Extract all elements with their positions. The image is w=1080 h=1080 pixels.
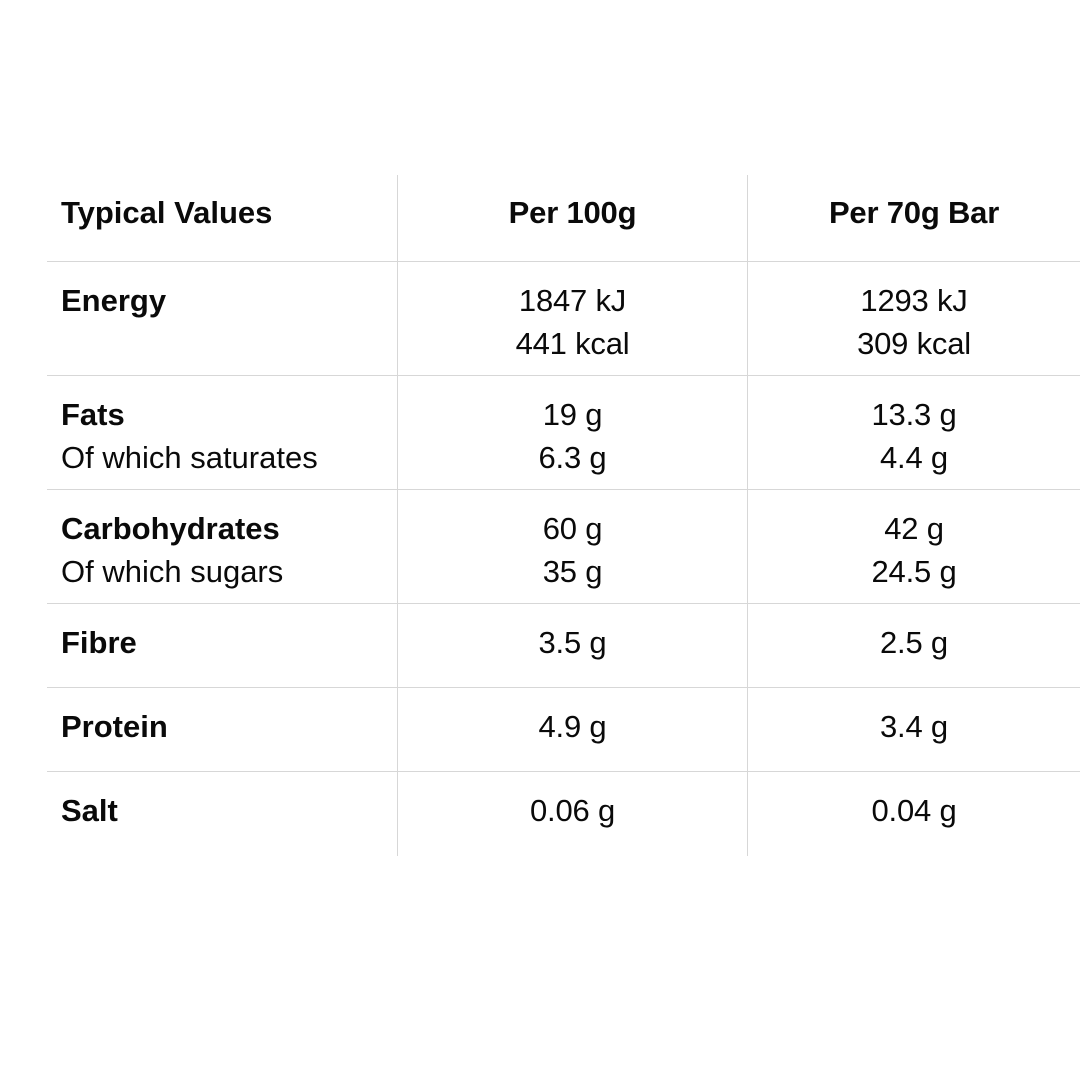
header-per-100g: Per 100g	[397, 175, 747, 262]
per-bar-cell: 3.4 g	[747, 688, 1080, 772]
nutrient-cell: Energy	[47, 262, 397, 376]
nutrient-subname: Of which sugars	[61, 554, 284, 589]
value-line: 60 g	[542, 511, 603, 546]
per-100g-cell: 19 g 6.3 g	[397, 376, 747, 490]
value-line: 3.4 g	[880, 709, 948, 744]
value-line: 3.5 g	[538, 625, 607, 660]
nutrient-name: Salt	[61, 793, 118, 828]
nutrient-name: Carbohydrates	[61, 511, 280, 546]
per-bar-cell: 1293 kJ 309 kcal	[747, 262, 1080, 376]
nutrition-table: Typical Values Per 100g Per 70g Bar Ener…	[47, 175, 1080, 856]
nutrient-cell: Fats Of which saturates	[47, 376, 397, 490]
value-line: 35 g	[542, 554, 603, 589]
value-line: 4.4 g	[880, 440, 948, 475]
value-line: 19 g	[542, 397, 603, 432]
value-line: 1293 kJ	[860, 283, 968, 318]
value-line: 309 kcal	[857, 326, 971, 361]
header-typical-values: Typical Values	[47, 175, 397, 262]
value-line: 24.5 g	[871, 554, 957, 589]
per-bar-cell: 0.04 g	[747, 772, 1080, 856]
value-line: 441 kcal	[515, 326, 630, 361]
nutrient-subname: Of which saturates	[61, 440, 318, 475]
value-line: 13.3 g	[871, 397, 957, 432]
value-line: 2.5 g	[880, 625, 948, 660]
per-bar-cell: 2.5 g	[747, 604, 1080, 688]
nutrient-name: Protein	[61, 709, 168, 744]
nutrient-name: Energy	[61, 283, 167, 318]
header-per-bar: Per 70g Bar	[747, 175, 1080, 262]
value-line: 6.3 g	[538, 440, 607, 475]
nutrient-cell: Salt	[47, 772, 397, 856]
per-100g-cell: 60 g 35 g	[397, 490, 747, 604]
value-line: 0.06 g	[530, 793, 615, 828]
nutrient-name: Fibre	[61, 625, 137, 660]
nutrient-name: Fats	[61, 397, 125, 432]
nutrient-cell: Protein	[47, 688, 397, 772]
per-100g-cell: 1847 kJ 441 kcal	[397, 262, 747, 376]
value-line: 42 g	[884, 511, 944, 546]
value-line: 4.9 g	[538, 709, 607, 744]
value-line: 1847 kJ	[518, 283, 627, 318]
per-bar-cell: 13.3 g 4.4 g	[747, 376, 1080, 490]
per-100g-cell: 3.5 g	[397, 604, 747, 688]
nutrient-cell: Fibre	[47, 604, 397, 688]
per-100g-cell: 4.9 g	[397, 688, 747, 772]
nutrient-cell: Carbohydrates Of which sugars	[47, 490, 397, 604]
per-100g-cell: 0.06 g	[397, 772, 747, 856]
per-bar-cell: 42 g 24.5 g	[747, 490, 1080, 604]
value-line: 0.04 g	[871, 793, 957, 828]
